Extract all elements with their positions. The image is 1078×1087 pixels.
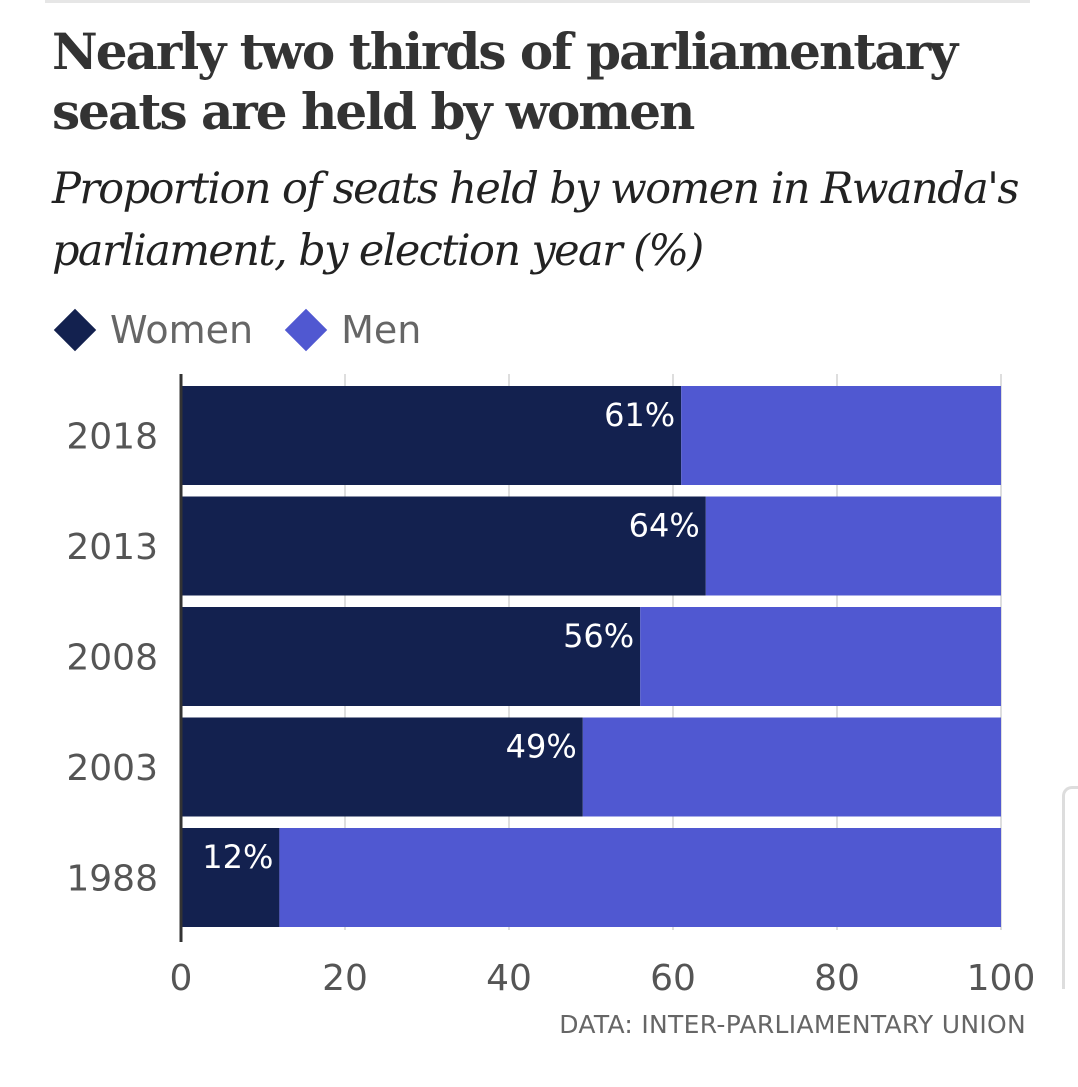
x-tick-label-20: 20 (322, 958, 368, 999)
data-label-2013: 64% (629, 507, 700, 545)
scroll-edge-indicator (1062, 786, 1078, 989)
year-label-2013: 2013 (66, 527, 158, 568)
legend-item-men[interactable]: Men (283, 308, 421, 352)
women-diamond-icon (53, 308, 97, 352)
bar-women-1988 (181, 828, 280, 927)
bar-men-2013 (705, 496, 1001, 596)
data-source: DATA: INTER-PARLIAMENTARY UNION (559, 1010, 1026, 1039)
year-label-2018: 2018 (66, 417, 158, 458)
men-diamond-icon (284, 308, 328, 352)
data-label-2003: 49% (506, 728, 577, 766)
bar-men-2018 (681, 386, 1001, 485)
x-tick-label-60: 60 (650, 958, 696, 999)
top-divider (45, 0, 1030, 3)
chart-title: Nearly two thirds of parliamentary seats… (52, 22, 958, 141)
bar-women-2018 (181, 386, 682, 485)
x-tick-label-40: 40 (486, 958, 532, 999)
bar-men-1988 (279, 828, 1001, 927)
legend-label-men: Men (341, 308, 422, 352)
bar-men-2008 (640, 607, 1001, 706)
legend-item-women[interactable]: Women (52, 308, 253, 352)
data-label-2018: 61% (604, 396, 675, 434)
bar-men-2003 (582, 717, 1001, 817)
chart-subtitle: Proportion of seats held by women in Rwa… (52, 164, 1019, 276)
x-tick-label-100: 100 (967, 958, 1036, 999)
legend: Women Men (52, 305, 451, 355)
x-tick-label-80: 80 (814, 958, 860, 999)
year-label-2003: 2003 (66, 748, 158, 789)
bar-women-2008 (181, 607, 641, 706)
legend-label-women: Women (110, 308, 254, 352)
bar-women-2013 (181, 496, 706, 596)
year-label-2008: 2008 (66, 638, 158, 679)
year-label-1988: 1988 (66, 859, 158, 900)
x-tick-label-0: 0 (170, 958, 193, 999)
bar-chart: 2018 61% 2013 64% 2008 56% 2003 49% 1988 12% 0 20 40… (66, 374, 1036, 999)
data-label-2008: 56% (563, 617, 634, 655)
data-label-1988: 12% (202, 838, 273, 876)
bar-women-2003 (181, 717, 583, 817)
